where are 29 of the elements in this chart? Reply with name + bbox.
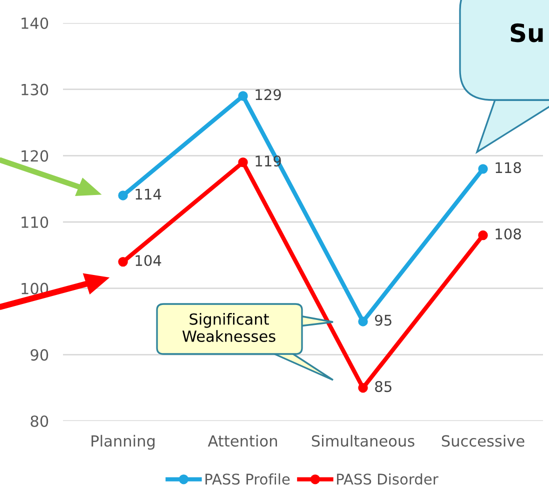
data-label: 114 bbox=[136, 188, 162, 200]
data-label: 129 bbox=[256, 89, 281, 100]
data-label: 104 bbox=[136, 255, 162, 266]
annotation: Su bbox=[510, 23, 543, 42]
y-tick-label: 110 bbox=[22, 216, 48, 228]
legend-label: PASS Profile bbox=[206, 473, 290, 485]
y-tick-label: 140 bbox=[22, 17, 48, 30]
y-tick-label: 130 bbox=[22, 84, 48, 96]
point bbox=[478, 230, 488, 240]
data-label: 108 bbox=[496, 228, 521, 240]
y-tick-label: 80 bbox=[30, 415, 48, 428]
data-label: 118 bbox=[496, 162, 521, 174]
point bbox=[238, 157, 248, 168]
point bbox=[118, 256, 128, 267]
y-tick-label: 120 bbox=[22, 150, 48, 162]
y-tick-label: 90 bbox=[30, 349, 48, 361]
point bbox=[478, 164, 488, 174]
point bbox=[358, 382, 368, 393]
data-label: 95 bbox=[375, 314, 392, 326]
x-tick-label: Planning bbox=[92, 434, 155, 450]
x-tick-label: Successive bbox=[442, 434, 524, 447]
point bbox=[238, 91, 248, 101]
data-label: 85 bbox=[375, 381, 392, 392]
point bbox=[358, 316, 368, 326]
annotation: Significant Weaknesses bbox=[182, 313, 276, 342]
x-tick-label: Simultaneous bbox=[312, 434, 414, 447]
point bbox=[118, 190, 128, 200]
legend-label: PASS Disorder bbox=[337, 473, 438, 485]
x-tick-label: Attention bbox=[208, 434, 277, 447]
